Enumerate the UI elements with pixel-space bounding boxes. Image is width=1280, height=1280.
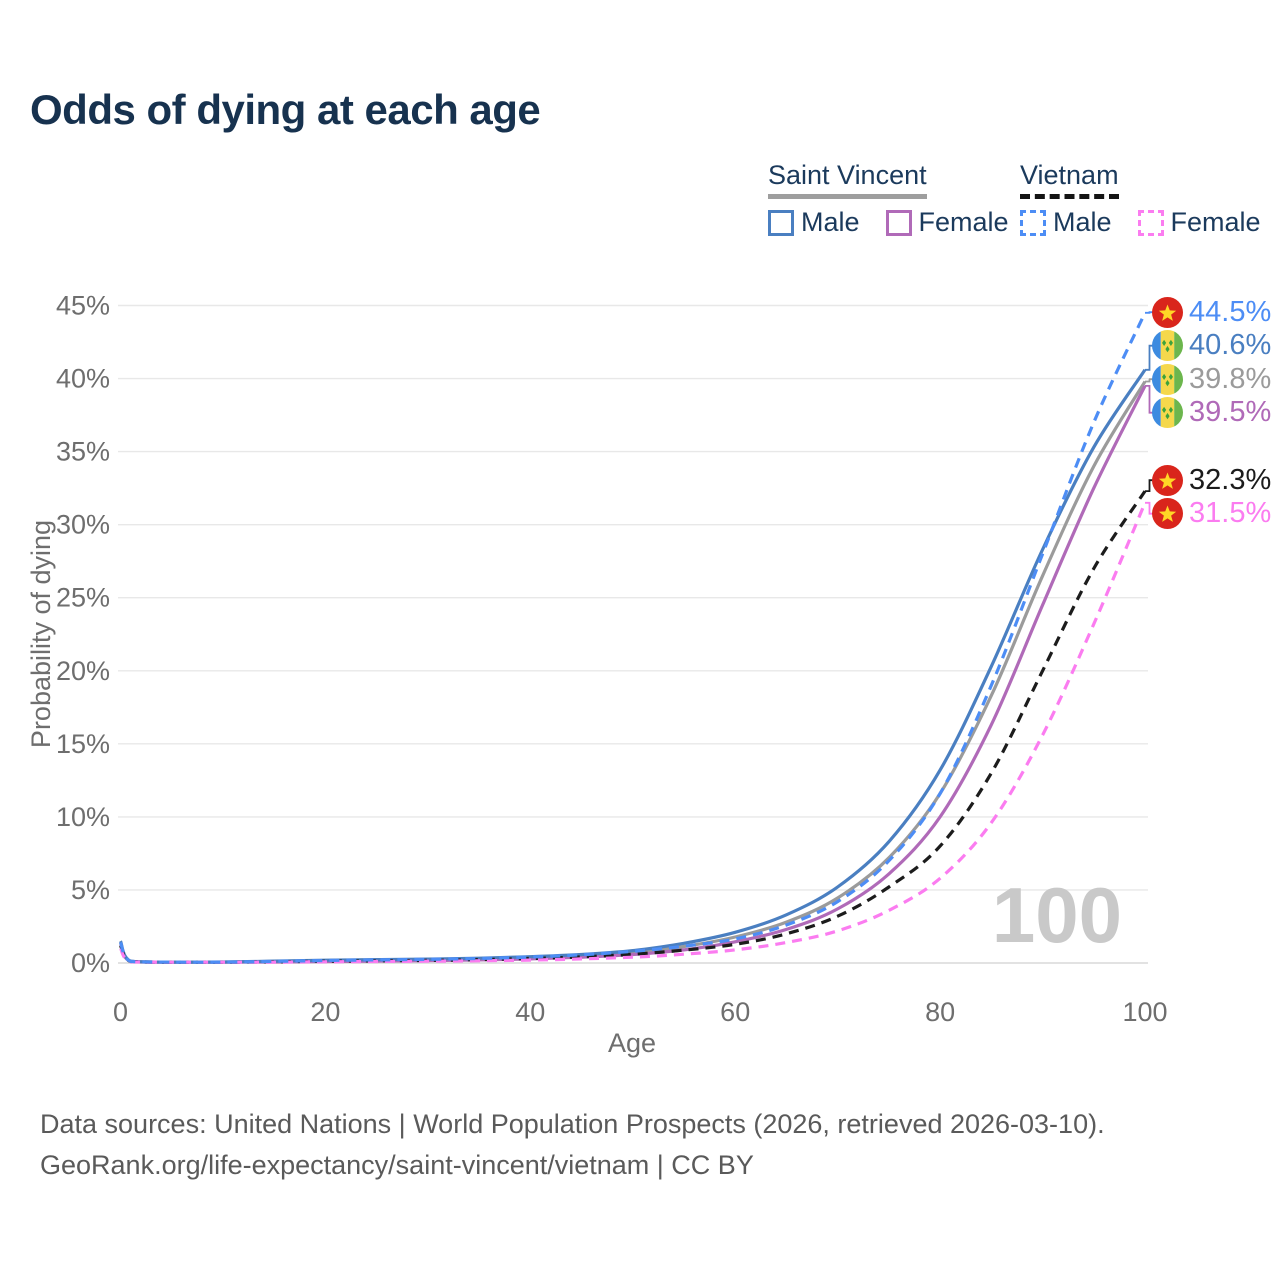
legend-group-vietnam: Vietnam Male Female: [1020, 160, 1261, 238]
end-value-label-vietnam-female: 31.5%: [1152, 497, 1272, 530]
x-tick-label: 20: [310, 997, 340, 1027]
end-value-label-vietnam-both: 32.3%: [1152, 464, 1271, 496]
x-tick-label: 100: [1122, 997, 1167, 1027]
legend-item-vietnam-male[interactable]: Male: [1020, 207, 1112, 238]
y-tick-label: 45%: [56, 291, 110, 321]
label-connector: [1145, 385, 1153, 414]
end-value-text: 44.5%: [1189, 295, 1272, 328]
gridlines: [118, 304, 1148, 964]
x-tick-label: 60: [720, 997, 750, 1027]
end-value-text: 40.6%: [1189, 329, 1272, 362]
label-connector: [1145, 501, 1153, 515]
end-value-label-saint-vincent-both: 39.8%: [1152, 363, 1271, 395]
end-value-text: 31.5%: [1189, 497, 1272, 530]
y-tick-label: 30%: [56, 510, 110, 540]
saint-vincent-female-swatch-icon: [885, 209, 912, 236]
legend-item-vietnam-female[interactable]: Female: [1137, 207, 1261, 238]
y-axis-title: Probability of dying: [26, 520, 56, 748]
footer-data-sources: Data sources: United Nations | World Pop…: [40, 1109, 1105, 1139]
vietnam-female-swatch-icon: [1137, 209, 1164, 236]
label-connector: [1145, 344, 1153, 371]
series-lines: [118, 312, 1147, 964]
footer: Data sources: United Nations | World Pop…: [40, 1104, 1105, 1186]
watermark-age-100: 100: [992, 871, 1122, 959]
end-value-label-vietnam-male: 44.5%: [1152, 296, 1271, 328]
legend-item-label: Female: [918, 207, 1009, 237]
end-value-text: 32.3%: [1189, 463, 1272, 496]
legend-item-label: Male: [801, 207, 860, 237]
end-value-label-saint-vincent-male: 40.6%: [1152, 329, 1272, 362]
vietnam-flag-icon: [1152, 464, 1183, 496]
legend-header-vietnam[interactable]: Vietnam: [1020, 160, 1119, 199]
y-tick-label: 25%: [56, 583, 110, 613]
label-connector: [1145, 378, 1153, 383]
end-value-text: 39.5%: [1189, 396, 1272, 429]
legend-item-saint-vincent-male[interactable]: Male: [768, 207, 860, 238]
footer-attribution: GeoRank.org/life-expectancy/saint-vincen…: [40, 1150, 754, 1180]
vietnam-male-swatch-icon: [1020, 209, 1046, 236]
y-tick-label: 40%: [56, 364, 110, 394]
end-value-label-saint-vincent-female: 39.5%: [1152, 396, 1272, 429]
y-tick-label: 0%: [71, 948, 110, 978]
vietnam-flag-icon: [1152, 498, 1183, 530]
saint-vincent-male-swatch-icon: [768, 209, 794, 236]
y-tick-label: 10%: [56, 802, 110, 832]
y-tick-label: 5%: [71, 875, 110, 905]
y-axis-tick-labels: 0% 5% 10% 15% 20% 25% 30% 35% 40% 45%: [56, 291, 110, 979]
legend-item-saint-vincent-female[interactable]: Female: [885, 207, 1009, 238]
legend-header-saint-vincent[interactable]: Saint Vincent: [768, 160, 927, 199]
end-value-text: 39.8%: [1189, 362, 1272, 395]
legend-group-saint-vincent: Saint Vincent Male Female: [768, 160, 1009, 238]
x-tick-label: 0: [113, 997, 128, 1027]
legend-item-label: Female: [1170, 207, 1261, 237]
y-tick-label: 35%: [56, 437, 110, 467]
x-tick-label: 40: [515, 997, 545, 1027]
vietnam-flag-icon: [1152, 296, 1183, 328]
label-connectors: [1145, 311, 1153, 515]
x-tick-label: 80: [925, 997, 955, 1027]
saint-vincent-flag-icon: [1152, 397, 1183, 429]
y-tick-label: 15%: [56, 729, 110, 759]
label-connector: [1145, 311, 1153, 314]
x-axis-title: Age: [608, 1028, 656, 1058]
y-tick-label: 20%: [56, 656, 110, 686]
series-line-vietnam-male: [119, 312, 1147, 964]
saint-vincent-flag-icon: [1152, 330, 1183, 362]
page-title: Odds of dying at each age: [30, 86, 541, 133]
saint-vincent-flag-icon: [1152, 363, 1183, 395]
x-axis-tick-labels: 0 20 40 60 80 100: [113, 997, 1168, 1027]
series-line-vietnam-female: [119, 502, 1147, 964]
legend-item-label: Male: [1053, 207, 1112, 237]
label-connector: [1145, 479, 1153, 492]
